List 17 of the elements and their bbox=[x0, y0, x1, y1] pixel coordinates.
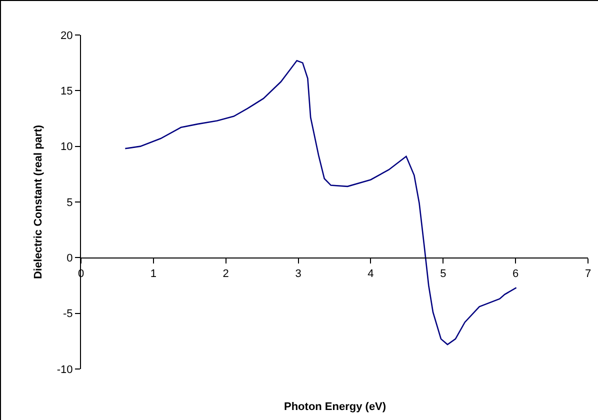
y-tick-label: 0 bbox=[66, 252, 73, 265]
x-tick-label: 1 bbox=[150, 268, 156, 280]
y-tick-label: 10 bbox=[60, 141, 73, 154]
y-tick-label: 20 bbox=[60, 30, 73, 42]
x-axis-title: Photon Energy (eV) bbox=[284, 401, 386, 413]
y-axis-title: Dielectric Constant (real part) bbox=[32, 124, 45, 280]
x-tick-label: 4 bbox=[368, 268, 374, 280]
x-tick-label: 2 bbox=[222, 268, 229, 280]
x-tick-label: 5 bbox=[440, 268, 446, 280]
line-series bbox=[124, 60, 517, 346]
x-tick-label: 3 bbox=[295, 268, 302, 280]
y-tick-label: 15 bbox=[60, 86, 73, 98]
y-tick-label: 5 bbox=[66, 196, 73, 209]
x-tick-label: 7 bbox=[584, 268, 592, 280]
x-tick-label: 6 bbox=[512, 268, 519, 280]
y-tick-label: -10 bbox=[56, 364, 73, 376]
y-tick-label: -5 bbox=[63, 308, 73, 320]
